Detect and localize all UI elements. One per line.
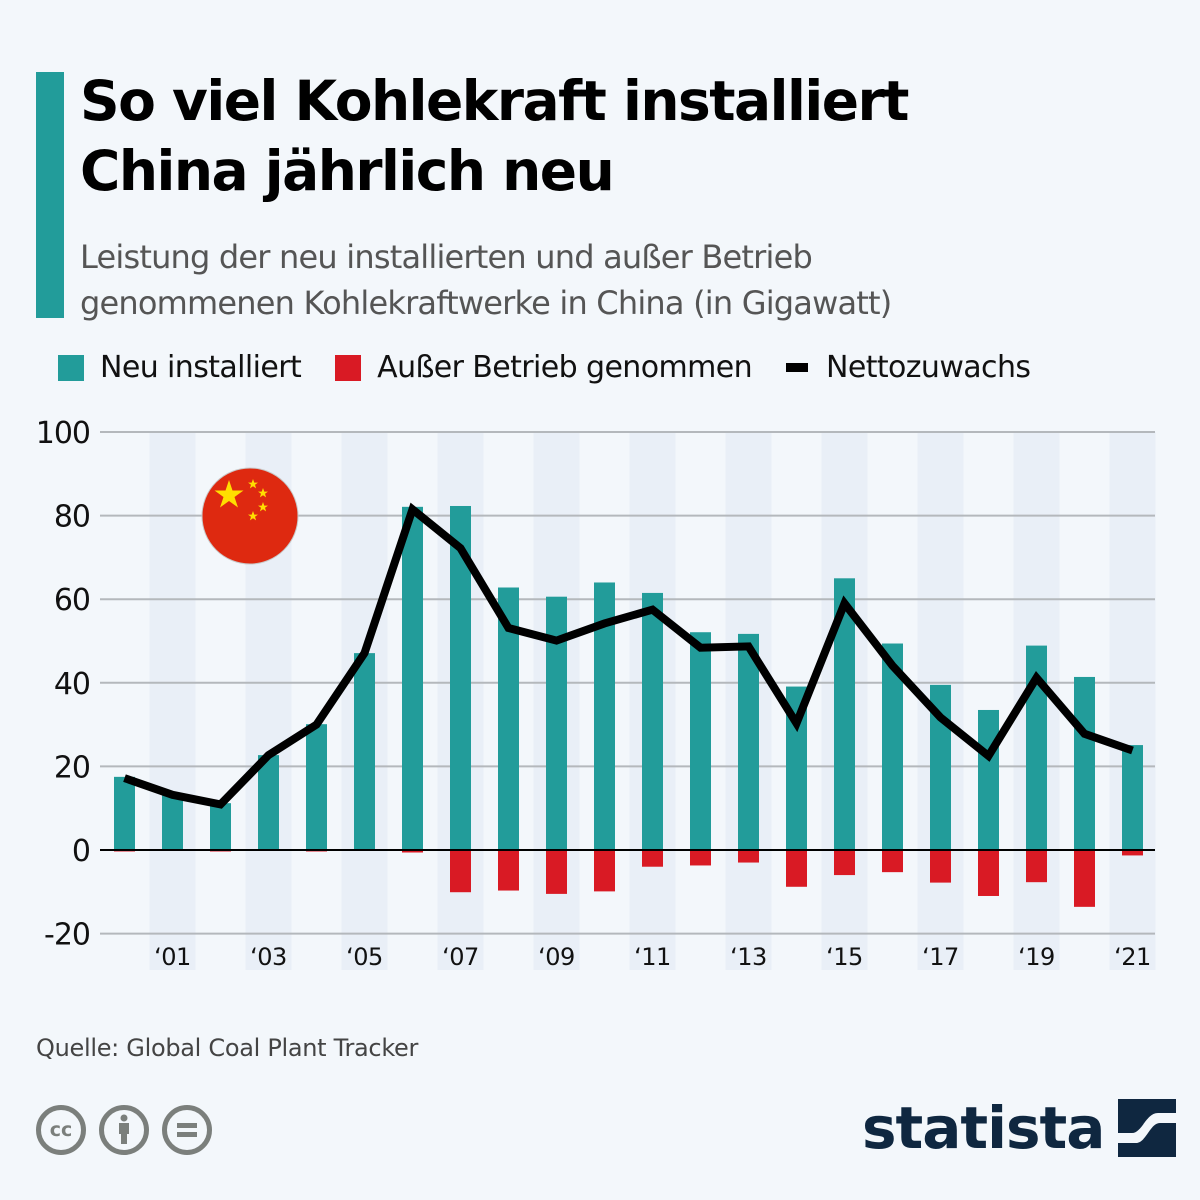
bar-installed-2003 <box>258 755 279 850</box>
no-derivatives-icon[interactable] <box>162 1105 212 1155</box>
y-tick-label: -20 <box>44 918 90 953</box>
legend-label-installed: Neu installiert <box>100 350 302 385</box>
x-axis-ticks: ‘01 ‘03 ‘05 ‘07 ‘09 ‘11 ‘13 ‘15 ‘17 ‘19 ‘21 <box>154 943 1151 971</box>
flag-small-star-4 <box>248 511 258 521</box>
title-line-1: So viel Kohlekraft installiert <box>80 69 909 133</box>
x-tick-label: ‘01 <box>154 943 191 971</box>
legend-label-net: Nettozuwachs <box>826 350 1031 385</box>
bar-retired-2006 <box>402 850 423 853</box>
retired-swatch <box>335 354 362 381</box>
source-note: Quelle: Global Coal Plant Tracker <box>36 1034 419 1062</box>
statista-logo[interactable]: statista <box>862 1094 1177 1162</box>
flag-small-star-1 <box>248 479 258 489</box>
cc-icon[interactable]: cc <box>36 1105 86 1155</box>
net-growth-line <box>123 502 1134 809</box>
bar-retired-2009 <box>546 850 567 894</box>
year-band-2001 <box>149 432 196 970</box>
legend-item-retired: Außer Betrieb genommen <box>335 350 753 385</box>
bar-installed-2021 <box>1122 745 1143 850</box>
bar-retired-2020 <box>1074 850 1095 907</box>
bar-installed-2000 <box>114 776 135 850</box>
bar-installed-2019 <box>1026 645 1047 850</box>
bar-installed-2010 <box>594 582 615 850</box>
chart-subtitle: Leistung der neu installierten und außer… <box>80 234 1180 326</box>
bar-retired-2013 <box>738 850 759 863</box>
flag-small-star-3 <box>258 502 268 512</box>
x-tick-label: ‘15 <box>826 943 863 971</box>
license-icons: cc <box>36 1105 225 1155</box>
legend-item-installed: Neu installiert <box>58 350 302 385</box>
title-accent-bar <box>36 72 64 318</box>
bar-retired-2021 <box>1122 850 1143 856</box>
x-tick-label: ‘17 <box>922 943 959 971</box>
bar-installed-2016 <box>882 643 903 850</box>
subtitle-line-1: Leistung der neu installierten und außer… <box>80 238 813 276</box>
bar-retired-2014 <box>786 850 807 887</box>
bar-installed-2020 <box>1074 676 1095 850</box>
bar-installed-2001 <box>162 794 183 850</box>
legend-item-net: Nettozuwachs <box>786 350 1031 385</box>
x-tick-label: ‘07 <box>442 943 479 971</box>
equals-glyph <box>177 1123 197 1137</box>
bar-installed-2018 <box>978 709 999 850</box>
bar-retired-2011 <box>642 850 663 867</box>
x-tick-label: ‘03 <box>250 943 287 971</box>
bar-retired-2018 <box>978 850 999 896</box>
bar-installed-2015 <box>834 578 855 850</box>
bar-retired-2008 <box>498 850 519 891</box>
bar-retired-2019 <box>1026 850 1047 883</box>
flag-big-star <box>214 480 244 508</box>
statista-logo-icon <box>1118 1099 1177 1157</box>
title-line-2: China jährlich neu <box>80 139 615 203</box>
bar-retired-2016 <box>882 850 903 873</box>
bar-installed-2005 <box>354 653 375 850</box>
bar-installed-2006 <box>402 506 423 850</box>
net-line-swatch <box>786 363 808 372</box>
y-axis-ticks: 100 80 60 40 20 0 -20 <box>36 416 91 953</box>
bar-installed-2004 <box>306 724 327 850</box>
bar-installed-2014 <box>786 686 807 850</box>
attribution-icon[interactable] <box>99 1105 149 1155</box>
x-tick-label: ‘21 <box>1114 943 1151 971</box>
flag-small-star-2 <box>258 488 268 498</box>
x-tick-label: ‘13 <box>730 943 767 971</box>
x-tick-label: ‘19 <box>1018 943 1055 971</box>
bar-installed-2002 <box>210 803 231 850</box>
bar-retired-2007 <box>450 850 471 893</box>
installed-swatch <box>58 354 84 381</box>
logo-wave-glyph <box>1118 1113 1177 1143</box>
bar-installed-2013 <box>738 633 759 850</box>
bar-retired-2015 <box>834 850 855 876</box>
y-tick-label: 80 <box>54 500 90 535</box>
subtitle-line-2: genommenen Kohlekraftwerke in China (in … <box>80 284 892 322</box>
bar-installed-2011 <box>642 592 663 850</box>
bar-retired-2012 <box>690 850 711 866</box>
y-tick-label: 60 <box>54 583 90 618</box>
bar-retired-2017 <box>930 850 951 883</box>
y-tick-label: 20 <box>54 750 90 785</box>
y-tick-label: 100 <box>36 416 90 451</box>
legend: Neu installiert Außer Betrieb genommen N… <box>58 350 1064 385</box>
y-tick-label: 0 <box>72 834 90 869</box>
x-tick-label: ‘09 <box>538 943 575 971</box>
year-band-2021 <box>1109 432 1156 970</box>
x-tick-label: ‘11 <box>634 943 671 971</box>
bar-installed-2012 <box>690 632 711 850</box>
china-flag-icon <box>201 467 299 565</box>
person-glyph <box>119 1114 129 1144</box>
bar-installed-2008 <box>498 587 519 850</box>
y-tick-label: 40 <box>54 667 90 702</box>
bar-installed-2009 <box>546 596 567 850</box>
bar-retired-2010 <box>594 850 615 892</box>
chart-title: So viel Kohlekraft installiert China jäh… <box>80 66 1180 206</box>
brand-wordmark: statista <box>862 1094 1105 1162</box>
x-tick-label: ‘05 <box>346 943 383 971</box>
legend-label-retired: Außer Betrieb genommen <box>377 350 752 385</box>
chart-svg: 100 80 60 40 20 0 -20 ‘01 ‘03 ‘05 ‘07 ‘09 ‘11 ‘13 ‘15… <box>36 416 1156 971</box>
bar-installed-2007 <box>450 505 471 850</box>
